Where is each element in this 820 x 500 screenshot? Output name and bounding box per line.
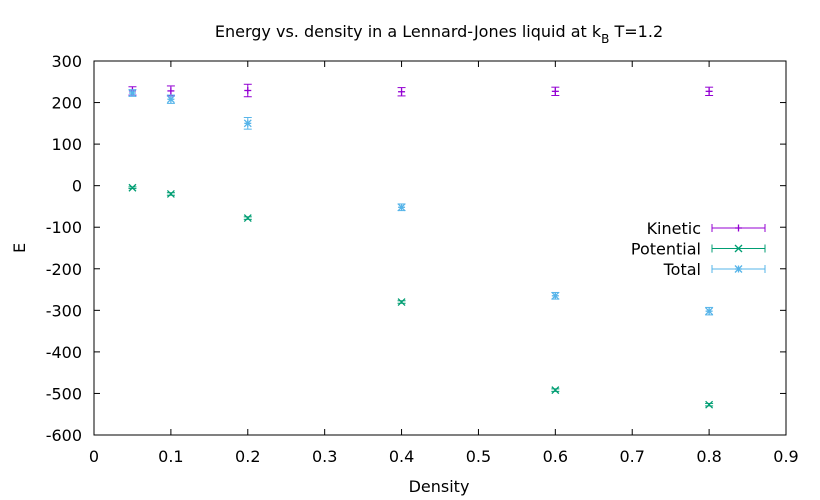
chart-title: Energy vs. density in a Lennard-Jones li… — [215, 22, 663, 46]
legend-marker — [734, 244, 743, 253]
legend-label: Total — [663, 260, 701, 279]
series-total — [128, 89, 714, 316]
data-point — [551, 87, 559, 95]
x-tick-label: 0.9 — [773, 447, 798, 466]
x-tick-label: 0.1 — [158, 447, 183, 466]
legend-marker — [735, 224, 742, 232]
data-point — [398, 88, 406, 96]
x-tick-label: 0.3 — [312, 447, 337, 466]
data-point — [551, 386, 560, 395]
y-axis-label: E — [10, 243, 29, 253]
legend-item-potential: Potential — [631, 240, 766, 259]
data-point — [243, 119, 252, 128]
data-point — [705, 400, 714, 409]
data-point — [397, 203, 406, 212]
data-point — [244, 87, 252, 95]
y-tick-label: -100 — [46, 218, 82, 237]
y-tick-label: 0 — [72, 177, 82, 196]
data-point — [128, 183, 137, 192]
series-kinetic — [128, 83, 714, 98]
legend-item-total: Total — [663, 260, 766, 279]
data-point — [705, 87, 713, 95]
x-tick-label: 0.8 — [696, 447, 721, 466]
plot-area — [93, 60, 787, 436]
y-tick-label: -300 — [46, 301, 82, 320]
data-point — [167, 87, 175, 95]
series-potential — [128, 183, 714, 409]
x-tick-label: 0.2 — [235, 447, 260, 466]
x-tick-label: 0.4 — [389, 447, 414, 466]
y-tick-label: -500 — [46, 384, 82, 403]
legend-item-kinetic: Kinetic — [647, 219, 766, 238]
y-tick-label: 300 — [51, 52, 82, 71]
x-tick-label: 0 — [89, 447, 99, 466]
data-point — [128, 89, 137, 97]
x-axis-label: Density — [409, 477, 470, 496]
data-point — [166, 95, 175, 104]
data-point — [705, 307, 714, 316]
y-tick-label: -600 — [46, 426, 82, 445]
y-axis: -600 -500 -400 -300 -200 -100 0 100 200 300 — [46, 52, 786, 445]
legend-label: Potential — [631, 240, 701, 259]
y-tick-label: 200 — [51, 94, 82, 113]
y-tick-label: 100 — [51, 135, 82, 154]
data-point — [551, 291, 560, 300]
x-tick-label: 0.5 — [466, 447, 491, 466]
y-tick-label: -200 — [46, 260, 82, 279]
y-tick-label: -400 — [46, 343, 82, 362]
data-point — [243, 214, 252, 223]
x-tick-label: 0.6 — [543, 447, 568, 466]
legend-marker — [734, 265, 743, 273]
legend-label: Kinetic — [647, 219, 701, 238]
series-layer — [128, 83, 714, 409]
data-point — [397, 298, 406, 306]
x-axis: 0 0.1 0.2 0.3 0.4 0.5 0.6 0.7 0.8 0.9 — [89, 61, 799, 466]
data-point — [166, 190, 175, 198]
x-tick-label: 0.7 — [619, 447, 644, 466]
